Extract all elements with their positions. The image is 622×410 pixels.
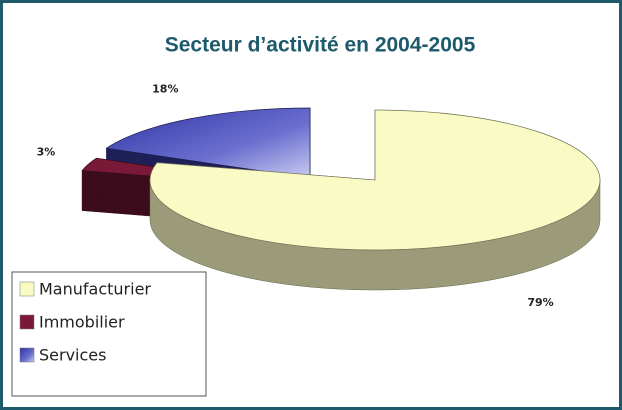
legend-swatch [19,347,35,363]
chart-title: Secteur d’activité en 2004-2005 [165,34,476,57]
legend: Manufacturier Immobilier Services [19,280,151,365]
slice [105,107,311,179]
legend-box [11,271,207,397]
data-label: 3% [37,145,56,158]
legend-swatch [19,314,35,330]
legend-label: Immobilier [39,313,125,332]
pie [81,107,601,291]
slice [149,109,601,251]
data-label: 79% [527,296,553,309]
data-label: 18% [152,82,178,95]
legend-swatch [19,281,35,297]
legend-label: Manufacturier [39,280,151,299]
legend-label: Services [39,346,106,365]
